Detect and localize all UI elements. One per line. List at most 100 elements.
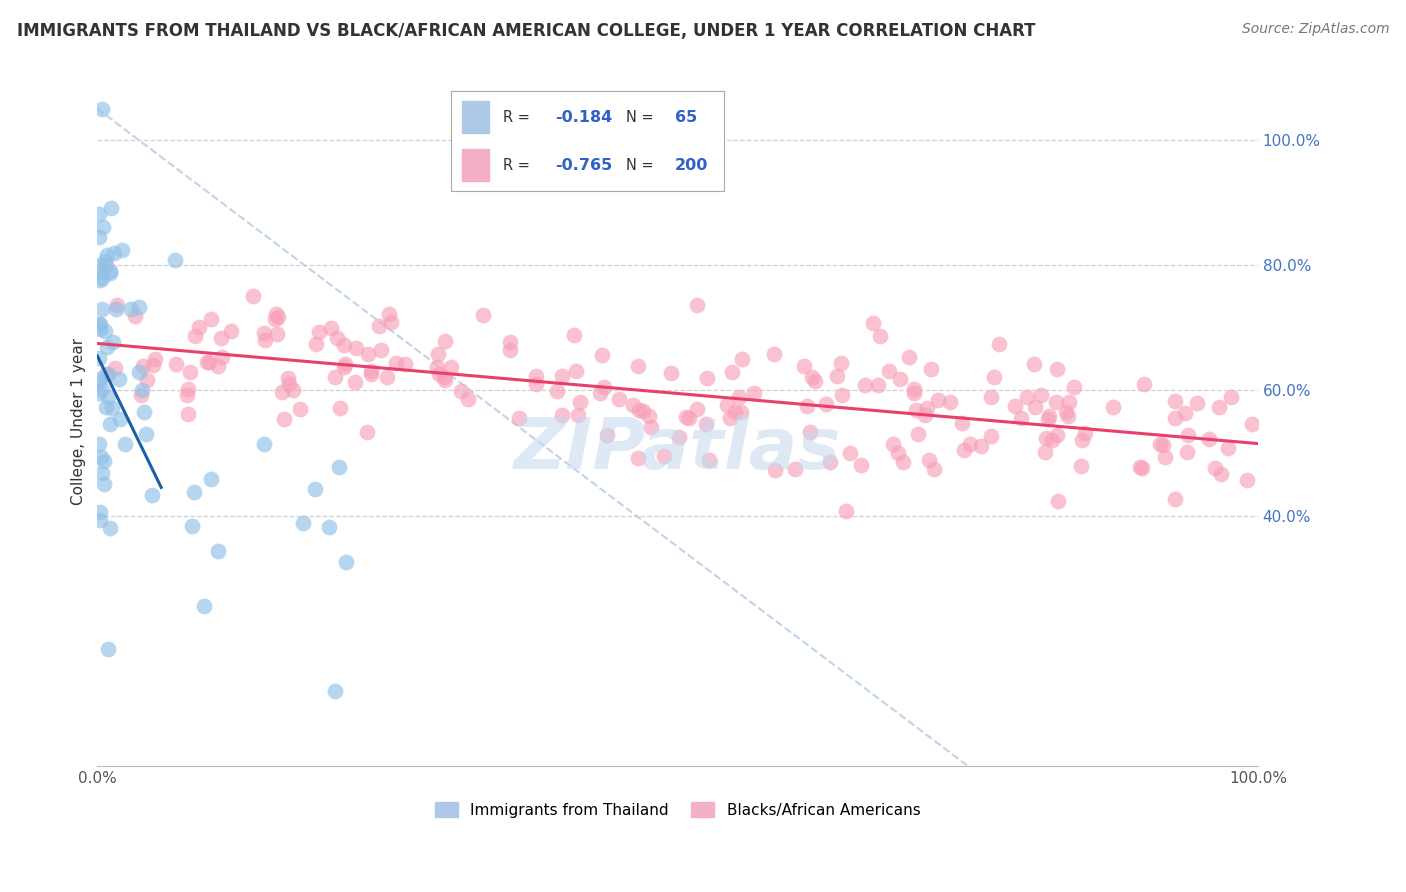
Point — [253, 326, 276, 341]
Point — [131, 383, 153, 397]
Point — [394, 357, 416, 371]
Point — [565, 363, 588, 377]
Point — [1164, 491, 1187, 506]
Point — [959, 436, 981, 450]
Point — [100, 417, 122, 432]
Point — [184, 329, 207, 343]
Point — [97, 390, 120, 404]
Point — [1133, 377, 1156, 392]
Point — [440, 359, 463, 374]
Point — [853, 377, 876, 392]
Point — [897, 351, 920, 365]
Point — [950, 416, 973, 430]
Point — [380, 315, 402, 329]
Point — [278, 376, 301, 391]
Point — [678, 410, 700, 425]
Point — [91, 301, 114, 316]
Point — [987, 337, 1010, 351]
Point — [360, 368, 382, 382]
Point — [179, 365, 201, 379]
Point — [457, 392, 479, 406]
Point — [165, 253, 187, 268]
Point — [697, 452, 720, 467]
Point — [181, 519, 204, 533]
Point — [1185, 396, 1208, 410]
Point — [89, 259, 111, 273]
Point — [207, 544, 229, 558]
Point — [198, 355, 221, 369]
Point — [763, 462, 786, 476]
Point — [621, 398, 644, 412]
Point — [96, 247, 118, 261]
Point — [1152, 438, 1174, 452]
Point — [1004, 400, 1026, 414]
Point — [89, 318, 111, 332]
Point — [292, 516, 315, 530]
Point — [176, 407, 198, 421]
Point — [111, 243, 134, 257]
Point — [1216, 441, 1239, 455]
Point — [849, 458, 872, 472]
Point — [105, 298, 128, 312]
Point — [333, 357, 356, 371]
Point — [862, 316, 884, 330]
Point — [551, 368, 574, 383]
Point — [568, 394, 591, 409]
Point — [87, 351, 110, 365]
Point — [654, 449, 676, 463]
Point — [323, 370, 346, 384]
Point — [903, 385, 925, 400]
Point — [796, 399, 818, 413]
Point — [132, 359, 155, 373]
Point — [800, 370, 823, 384]
Point — [98, 521, 121, 535]
Point — [87, 372, 110, 386]
Point — [427, 367, 450, 381]
Point — [716, 398, 738, 412]
Point — [686, 297, 709, 311]
Point — [142, 358, 165, 372]
Point — [1033, 445, 1056, 459]
Point — [1045, 394, 1067, 409]
Point — [325, 683, 347, 698]
Point — [434, 373, 457, 387]
Point — [135, 373, 157, 387]
Point — [627, 359, 650, 374]
Point — [135, 427, 157, 442]
Point — [550, 408, 572, 422]
Point — [87, 375, 110, 389]
Point — [1209, 467, 1232, 482]
Point — [384, 356, 406, 370]
Point — [128, 365, 150, 379]
Point — [89, 505, 111, 519]
Point — [333, 359, 356, 374]
Point — [1036, 412, 1059, 426]
Point — [290, 401, 312, 416]
Point — [720, 365, 742, 379]
Point — [903, 382, 925, 396]
Point — [983, 370, 1005, 384]
Point — [546, 384, 568, 398]
Point — [1010, 411, 1032, 425]
Point — [375, 370, 398, 384]
Point — [344, 341, 367, 355]
Point — [1059, 394, 1081, 409]
Point — [562, 327, 585, 342]
Point — [1129, 459, 1152, 474]
Point — [90, 450, 112, 464]
Point — [970, 439, 993, 453]
Point — [96, 258, 118, 272]
Point — [1047, 493, 1070, 508]
Point — [763, 346, 786, 360]
Point — [328, 460, 350, 475]
Point — [273, 412, 295, 426]
Point — [742, 385, 765, 400]
Point — [593, 380, 616, 394]
Point — [499, 334, 522, 349]
Point — [177, 382, 200, 396]
Point — [134, 405, 156, 419]
Point — [939, 394, 962, 409]
Point — [242, 289, 264, 303]
Point — [887, 446, 910, 460]
Point — [357, 347, 380, 361]
